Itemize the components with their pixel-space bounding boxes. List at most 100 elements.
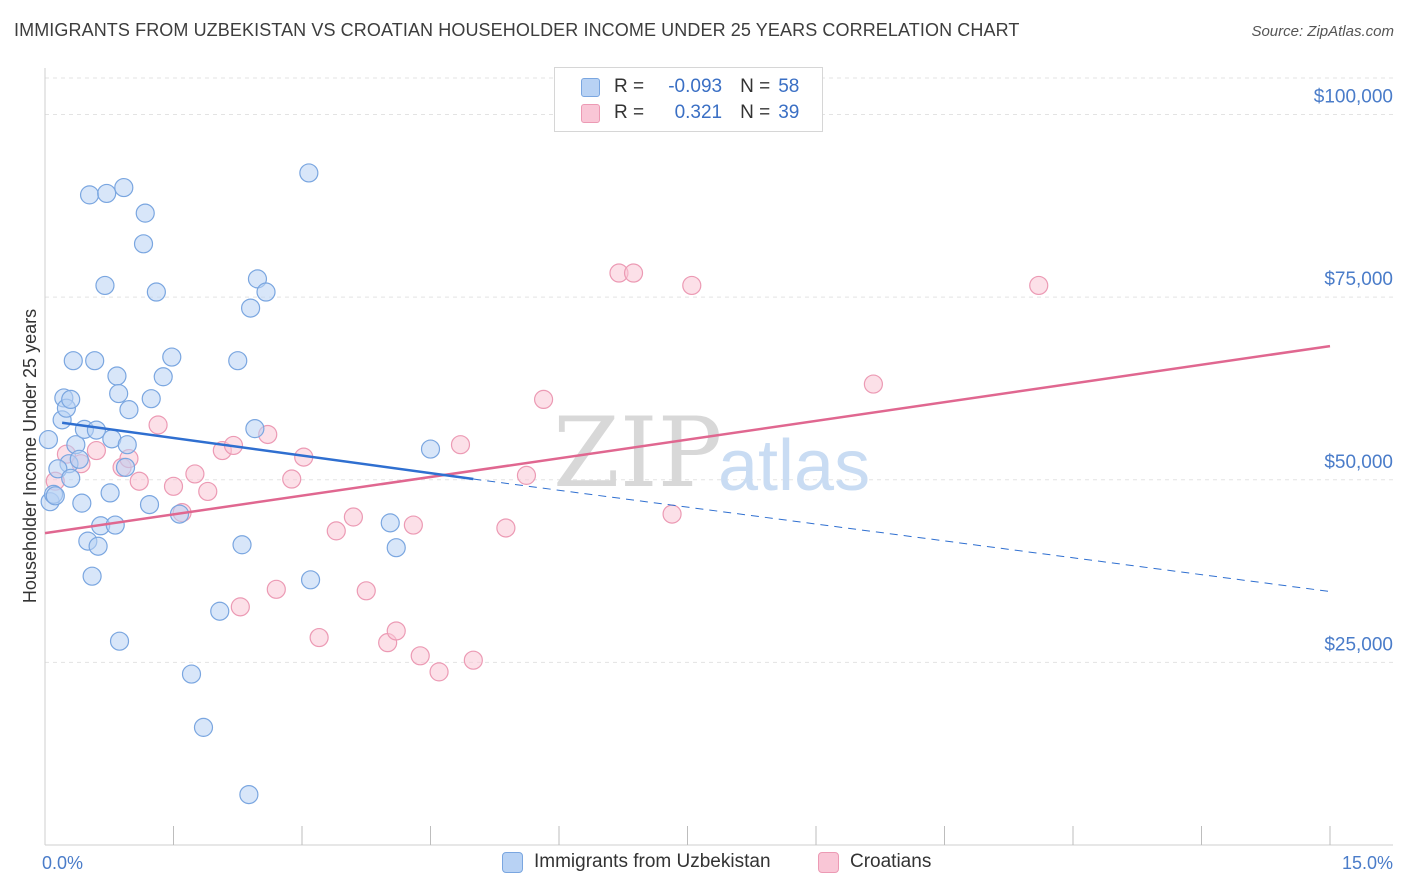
legend-label-croatians: Croatians <box>850 851 932 872</box>
data-point <box>61 468 81 488</box>
data-point <box>139 494 160 515</box>
legend-r-value: -0.093 <box>668 76 723 97</box>
data-point <box>463 650 483 670</box>
series-legend: Immigrants from Uzbekistan Croatians <box>0 851 1406 879</box>
data-point <box>230 597 250 617</box>
data-point <box>79 185 100 205</box>
y-tick-label: $50,000 <box>1324 452 1393 473</box>
data-point <box>232 535 252 555</box>
watermark-atlas: atlas <box>718 426 870 506</box>
uzbekistan-swatch <box>581 77 600 97</box>
data-point <box>107 366 127 386</box>
data-point <box>48 459 68 479</box>
data-point <box>133 234 154 254</box>
data-point <box>386 538 406 558</box>
data-point <box>245 419 265 439</box>
data-point <box>153 367 173 387</box>
data-point <box>210 601 230 621</box>
data-point <box>185 464 205 484</box>
data-point <box>95 275 115 296</box>
data-point <box>114 177 134 198</box>
data-point <box>386 621 406 641</box>
data-point <box>86 420 107 440</box>
data-point <box>146 282 166 302</box>
legend-item-croatians: Croatians <box>818 851 931 873</box>
axes <box>44 68 1393 846</box>
data-point <box>109 631 130 651</box>
data-point <box>135 203 155 223</box>
uzbekistan-swatch <box>502 851 523 873</box>
croatians-points <box>45 263 1049 682</box>
data-point <box>100 483 120 503</box>
data-point <box>256 282 276 302</box>
y-tick-label: $100,000 <box>1314 87 1393 108</box>
legend-r-value: 0.321 <box>674 102 723 123</box>
data-point <box>239 784 259 805</box>
data-point <box>193 717 214 737</box>
legend-row-uzbekistan: R = -0.093 N = 58 <box>581 74 799 100</box>
legend-label-uzbekistan: Immigrants from Uzbekistan <box>534 851 771 872</box>
x-tick-label-max: 15.0% <box>1342 853 1393 873</box>
stats-legend: R = -0.093 N = 58 R = 0.321 N = 39 <box>554 67 823 132</box>
data-point <box>85 351 105 371</box>
data-point <box>403 515 423 535</box>
data-point <box>117 435 137 455</box>
data-point <box>198 481 218 502</box>
data-point <box>97 183 117 204</box>
gridlines <box>45 77 1393 663</box>
data-point <box>148 415 168 435</box>
trend-lines <box>44 344 1331 593</box>
y-tick-label: $75,000 <box>1324 269 1393 290</box>
data-point <box>88 536 108 556</box>
data-point <box>241 298 261 318</box>
croatians-swatch <box>818 851 839 873</box>
croatians-swatch <box>581 103 600 123</box>
source-label: Source: ZipAtlas.com <box>1251 23 1394 40</box>
data-point <box>266 579 286 599</box>
data-point <box>141 389 161 409</box>
legend-n-value: 58 <box>778 76 800 97</box>
legend-n-value: 39 <box>778 102 800 123</box>
y-tick-labels: $25,000 $50,000 $75,000 $100,000 <box>1314 87 1393 656</box>
data-point <box>516 465 537 485</box>
data-point <box>299 163 319 183</box>
data-point <box>163 476 184 496</box>
data-point <box>105 515 125 535</box>
data-point <box>61 389 81 410</box>
legend-n-label: N = <box>740 76 771 97</box>
data-point <box>282 469 302 489</box>
data-point <box>380 513 400 533</box>
data-point <box>82 566 102 586</box>
data-point <box>38 429 59 450</box>
y-axis-label: Householder Income Under 25 years <box>20 309 40 603</box>
watermark-zip: ZIP <box>553 397 722 509</box>
uzbekistan-trend-extension <box>473 478 1331 593</box>
data-point <box>533 389 554 410</box>
data-point <box>162 347 182 367</box>
data-point <box>356 581 376 601</box>
data-point <box>682 275 702 296</box>
data-point <box>109 383 129 404</box>
watermark: ZIP atlas <box>553 397 870 509</box>
data-point <box>119 400 139 420</box>
uzbekistan-points <box>38 163 441 805</box>
legend-r-label: R = <box>614 76 645 97</box>
data-point <box>326 521 346 541</box>
data-point <box>420 439 441 459</box>
data-point <box>863 374 883 394</box>
data-point <box>129 471 149 491</box>
data-point <box>228 351 248 371</box>
data-point <box>309 627 329 648</box>
data-point <box>343 507 363 527</box>
uzbekistan-trend-line <box>61 421 474 481</box>
legend-n-label: N = <box>740 102 771 123</box>
data-point <box>63 351 83 371</box>
data-point <box>496 518 516 538</box>
data-point <box>662 504 682 524</box>
croatians-trend-line <box>44 344 1331 535</box>
data-point <box>72 493 92 513</box>
data-point <box>300 570 321 590</box>
data-point <box>429 662 449 682</box>
data-point <box>45 486 65 506</box>
